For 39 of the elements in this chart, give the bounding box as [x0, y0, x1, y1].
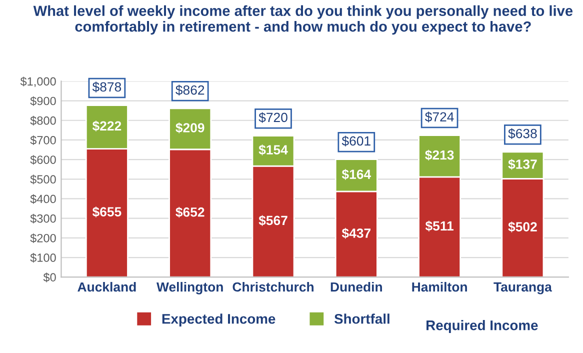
text: Required Income: [426, 320, 538, 333]
total-label: $638: [508, 128, 537, 139]
y-tick-label: $600: [30, 155, 56, 165]
total-label: $862: [176, 84, 204, 96]
y-tick-label: $700: [30, 136, 56, 146]
y-tick-label: $900: [30, 96, 56, 106]
data-label: $502: [508, 222, 537, 232]
total-label: $601: [342, 136, 370, 146]
y-tick-label: $400: [30, 194, 56, 204]
chart-title: What level of weekly income after tax do you think you personally need to live comfortably in retirement - and how much do you expect to have?: [33, 5, 573, 35]
y-tick-label: $1,000: [20, 76, 56, 87]
y-tick-label: $200: [30, 233, 56, 244]
total-label: $724: [425, 112, 454, 122]
x-tick-label: Wellington: [156, 282, 223, 294]
x-tick-label: Tauranga: [494, 282, 552, 294]
y-tick-label: $500: [30, 174, 56, 184]
data-label: $511: [425, 220, 454, 232]
data-label: $164: [342, 169, 371, 180]
data-label: $437: [342, 228, 370, 239]
legend-label: Shortfall: [334, 314, 390, 324]
data-label: $137: [508, 158, 537, 170]
y-tick-label: $100: [30, 253, 56, 263]
data-label: $154: [258, 144, 288, 156]
data-label: $213: [425, 150, 454, 161]
data-label: $567: [258, 215, 288, 226]
y-tick-label: $800: [30, 116, 56, 126]
data-label: $655: [92, 206, 122, 218]
x-tick-label: Auckland: [78, 282, 136, 292]
x-tick-label: Christchurch: [232, 282, 314, 292]
x-tick-label: Hamilton: [412, 282, 467, 292]
total-label: $720: [258, 112, 288, 123]
y-tick-label: $300: [30, 214, 56, 224]
data-label: $222: [92, 120, 122, 132]
data-label: $652: [176, 206, 204, 218]
total-label: $878: [92, 82, 122, 92]
y-tick-label: $0: [43, 272, 56, 282]
legend-label: Expected Income: [162, 314, 276, 327]
x-tick-label: Dunedin: [330, 282, 382, 292]
data-label: $209: [176, 122, 204, 134]
